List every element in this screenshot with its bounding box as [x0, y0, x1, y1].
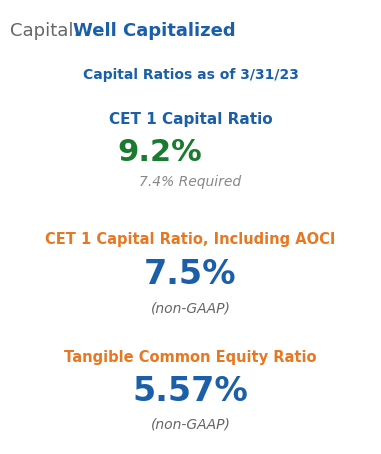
Text: 7.5%: 7.5% [144, 258, 237, 291]
Text: CET 1 Capital Ratio, Including AOCI: CET 1 Capital Ratio, Including AOCI [45, 232, 336, 247]
Text: Capital:: Capital: [10, 22, 85, 40]
Text: CET 1 Capital Ratio: CET 1 Capital Ratio [109, 112, 272, 127]
Text: 9.2%: 9.2% [118, 138, 202, 167]
Text: Tangible Common Equity Ratio: Tangible Common Equity Ratio [64, 350, 317, 365]
Text: 5.57%: 5.57% [133, 375, 248, 408]
Text: Capital Ratios as of 3/31/23: Capital Ratios as of 3/31/23 [83, 68, 298, 82]
Text: (non-GAAP): (non-GAAP) [150, 418, 231, 432]
Text: Well Capitalized: Well Capitalized [73, 22, 235, 40]
Text: 7.4% Required: 7.4% Required [139, 175, 242, 189]
Text: (non-GAAP): (non-GAAP) [150, 302, 231, 316]
